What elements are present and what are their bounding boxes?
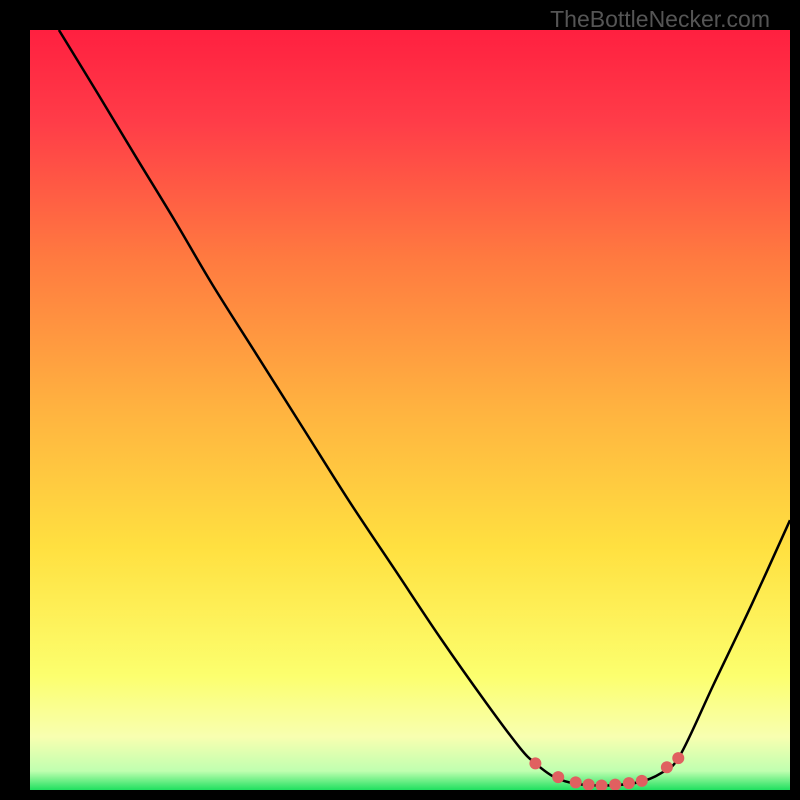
chart-marker xyxy=(529,757,541,769)
chart-marker xyxy=(661,761,673,773)
chart-marker xyxy=(552,771,564,783)
chart-svg xyxy=(30,30,790,790)
watermark-text: TheBottleNecker.com xyxy=(550,6,770,33)
chart-marker xyxy=(583,779,595,790)
chart-marker xyxy=(596,779,608,790)
chart-gradient-background xyxy=(30,30,790,790)
chart-marker xyxy=(570,776,582,788)
chart-marker xyxy=(623,777,635,789)
chart-marker xyxy=(636,775,648,787)
chart-marker xyxy=(609,779,621,790)
chart-curve xyxy=(59,30,790,786)
chart-marker xyxy=(672,752,684,764)
